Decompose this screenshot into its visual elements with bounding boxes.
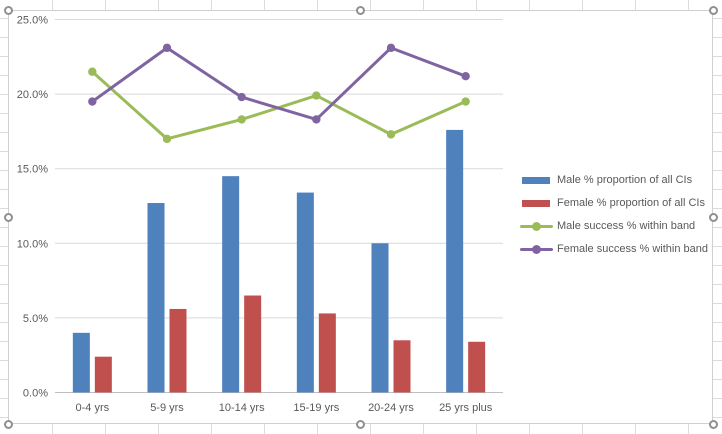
bar-male-10-14 yrs[interactable] [222,176,240,393]
x-axis-category-label: 0-4 yrs [76,402,110,414]
selection-handle-left-middle[interactable] [4,213,13,222]
marker-male-20-24 yrs[interactable] [386,130,396,139]
y-axis-tick-label: 15.0% [17,164,48,176]
legend-line-marker-icon [532,221,541,231]
selection-handle-right-middle[interactable] [709,213,718,222]
marker-female-20-24 yrs[interactable] [386,43,396,53]
legend-swatch-female-line-icon [520,243,553,255]
bar-male-20-24 yrs[interactable] [371,243,389,393]
marker-female-25 yrs plus[interactable] [461,71,470,81]
y-axis-tick-label: 5.0% [23,313,48,325]
legend-item-female-success[interactable]: Female success % within band [520,237,708,260]
selection-handle-bottom-middle[interactable] [356,420,365,429]
marker-male-10-14 yrs[interactable] [237,115,246,124]
line-male-success[interactable] [91,70,467,141]
marker-female-10-14 yrs[interactable] [237,92,246,102]
selection-handle-bottom-right[interactable] [709,420,718,429]
legend-item-male-proportion[interactable]: Male % proportion of all CIs [520,168,708,191]
marker-female-15-19 yrs[interactable] [312,115,321,124]
x-axis-category-label: 20-24 yrs [368,402,414,414]
y-axis-tick-label: 20.0% [17,89,48,101]
bar-male-0-4 yrs[interactable] [72,332,90,393]
x-axis-category-label: 25 yrs plus [439,402,493,414]
bar-male-25 yrs plus[interactable] [446,129,464,393]
legend-bar-swatch [522,176,550,184]
bar-male-5-9 yrs[interactable] [147,203,165,393]
legend-swatch-female-bar-icon [520,197,553,209]
selection-handle-top-right[interactable] [709,6,718,15]
bar-female-25 yrs plus[interactable] [468,341,486,393]
marker-male-0-4 yrs[interactable] [88,67,97,76]
chart-legend[interactable]: Male % proportion of all CIs Female % pr… [520,168,708,260]
bar-female-0-4 yrs[interactable] [94,356,112,393]
marker-female-5-9 yrs[interactable] [162,43,172,53]
bar-female-15-19 yrs[interactable] [318,313,336,393]
y-axis-tick-label: 10.0% [17,238,48,250]
selection-handle-top-middle[interactable] [356,6,365,15]
bar-male-15-19 yrs[interactable] [296,192,314,393]
line-female-success[interactable] [91,46,467,121]
x-axis-category-label: 5-9 yrs [150,402,184,414]
legend-swatch-male-bar-icon [520,174,553,186]
marker-female-0-4 yrs[interactable] [88,97,97,106]
bar-female-10-14 yrs[interactable] [244,295,262,393]
legend-label-male-success: Male success % within band [557,219,696,232]
legend-swatch-male-line-icon [520,220,553,232]
bar-female-5-9 yrs[interactable] [169,308,187,393]
marker-male-5-9 yrs[interactable] [162,134,172,144]
legend-label-male-proportion: Male % proportion of all CIs [557,173,693,186]
legend-item-male-success[interactable]: Male success % within band [520,214,708,237]
x-axis-category-label: 10-14 yrs [219,402,265,414]
bar-female-20-24 yrs[interactable] [393,340,411,393]
marker-male-25 yrs plus[interactable] [461,97,470,106]
x-axis-category-label: 15-19 yrs [293,402,339,414]
y-axis-tick-label: 25.0% [17,15,48,27]
legend-label-female-success: Female success % within band [557,242,709,255]
legend-bar-swatch [522,199,550,207]
selection-handle-bottom-left[interactable] [4,420,13,429]
y-axis-tick-label: 0.0% [23,388,48,400]
marker-male-15-19 yrs[interactable] [312,91,321,100]
selection-handle-top-left[interactable] [4,6,13,15]
legend-label-female-proportion: Female % proportion of all CIs [557,196,705,209]
legend-line-marker-icon [532,244,541,254]
legend-item-female-proportion[interactable]: Female % proportion of all CIs [520,191,708,214]
